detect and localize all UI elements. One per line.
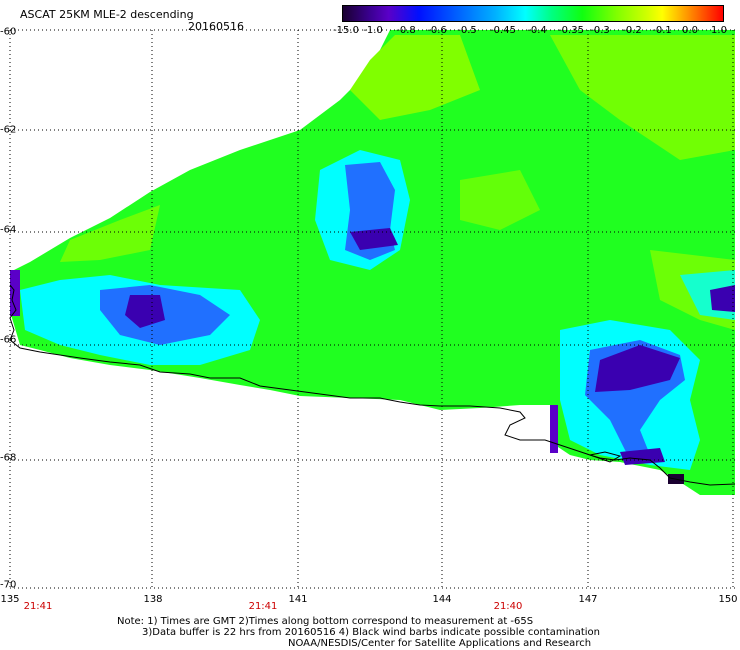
map-date: 20160516 bbox=[188, 20, 244, 33]
purple-strip-bottom bbox=[550, 405, 558, 453]
coastline-island bbox=[588, 451, 622, 463]
colorbar-label: -0.3 bbox=[590, 25, 610, 36]
colorbar-label: -0.4 bbox=[527, 25, 547, 36]
grid-lines bbox=[9, 29, 735, 589]
purple-patch-right bbox=[595, 345, 680, 392]
coastline bbox=[9, 284, 736, 486]
lat-label: -70 bbox=[0, 579, 17, 591]
time-label: 21:41 bbox=[23, 601, 53, 612]
purple-patch-right-edge bbox=[710, 285, 735, 312]
colorbar-label: -0.45 bbox=[490, 25, 516, 36]
note-line-2: 3)Data buffer is 22 hrs from 20160516 4)… bbox=[142, 627, 600, 638]
colorbar-label: -0.2 bbox=[622, 25, 642, 36]
purple-patch-bottom bbox=[620, 448, 665, 465]
lime-patch-left bbox=[60, 205, 160, 262]
lon-label: 147 bbox=[578, 594, 598, 605]
purple-patch-left bbox=[125, 295, 165, 328]
colorbar-label: -1.0 bbox=[363, 25, 383, 36]
colorbar-label: -0.1 bbox=[652, 25, 672, 36]
lat-label: -62 bbox=[0, 124, 17, 136]
lime-patch-top-right bbox=[550, 35, 735, 160]
time-label: 21:40 bbox=[493, 601, 523, 612]
colorbar-label: -0.5 bbox=[457, 25, 477, 36]
map-title: ASCAT 25KM MLE-2 descending bbox=[20, 8, 194, 21]
lon-label: 150 bbox=[718, 594, 738, 605]
purple-patch-center bbox=[350, 228, 398, 250]
colorbar-label: -15.0 bbox=[333, 25, 359, 36]
lon-label: 138 bbox=[143, 594, 163, 605]
lat-label: -60 bbox=[0, 26, 17, 38]
lat-label: -66 bbox=[0, 334, 17, 346]
time-label: 21:41 bbox=[248, 601, 278, 612]
colorbar-label: -0.35 bbox=[558, 25, 584, 36]
colorbar-label: -0.8 bbox=[396, 25, 416, 36]
colorbar-label: 1.0 bbox=[711, 25, 727, 36]
note-line-1: Note: 1) Times are GMT 2)Times along bot… bbox=[117, 616, 534, 627]
lon-label: 144 bbox=[432, 594, 452, 605]
lat-label: -64 bbox=[0, 224, 17, 236]
lon-label: 135 bbox=[0, 594, 20, 605]
note-line-3: NOAA/NESDIS/Center for Satellite Applica… bbox=[288, 638, 592, 649]
colorbar-label: -0.6 bbox=[427, 25, 447, 36]
lat-label: -68 bbox=[0, 452, 17, 464]
lime-patch-top-left bbox=[350, 35, 480, 120]
lon-label: 141 bbox=[288, 594, 308, 605]
colorbar-label: 0.0 bbox=[682, 25, 698, 36]
lime-patch-center bbox=[460, 170, 540, 230]
colorbar bbox=[342, 5, 724, 22]
purple-strip-left-edge bbox=[10, 270, 20, 316]
